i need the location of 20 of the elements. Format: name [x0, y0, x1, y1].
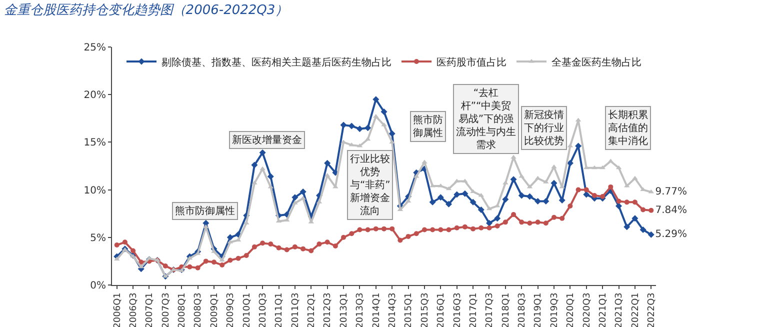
- annotation: 长期积累高估值的集中消化: [608, 109, 648, 147]
- y-tick-label: 15%: [84, 138, 106, 149]
- annotation: 新冠疫情下的行业比较优势: [524, 109, 564, 147]
- annotation: 行业比较优势与“非药”新增资金流向: [350, 153, 390, 217]
- data-label: 5.29%: [655, 229, 688, 240]
- legend-label: 全基金医药生物占比: [552, 56, 642, 68]
- chart-title: 金重仓股医药持仓变化趋势图（2006-2022Q3）: [4, 3, 288, 18]
- y-tick-label: 20%: [84, 90, 106, 102]
- y-tick-label: 0%: [90, 280, 106, 292]
- annotation: “去杠杆”“中美贸易战”下的强流动性与内生需求: [456, 87, 516, 151]
- annotation: 熊市防御属性: [175, 205, 235, 217]
- y-tick-label: 5%: [90, 232, 106, 244]
- y-tick-label: 10%: [84, 185, 106, 196]
- y-tick-label: 25%: [84, 42, 106, 54]
- annotation: 新医改增量资金: [232, 134, 302, 146]
- annotation: 熊市防御属性: [413, 114, 443, 139]
- legend-label: 剔除债基、指数基、医药相关主题基后医药生物占比: [162, 56, 392, 68]
- legend-label: 医药股市值占比: [436, 56, 506, 68]
- data-label: 9.77%: [655, 186, 688, 198]
- data-label: 7.84%: [655, 204, 688, 216]
